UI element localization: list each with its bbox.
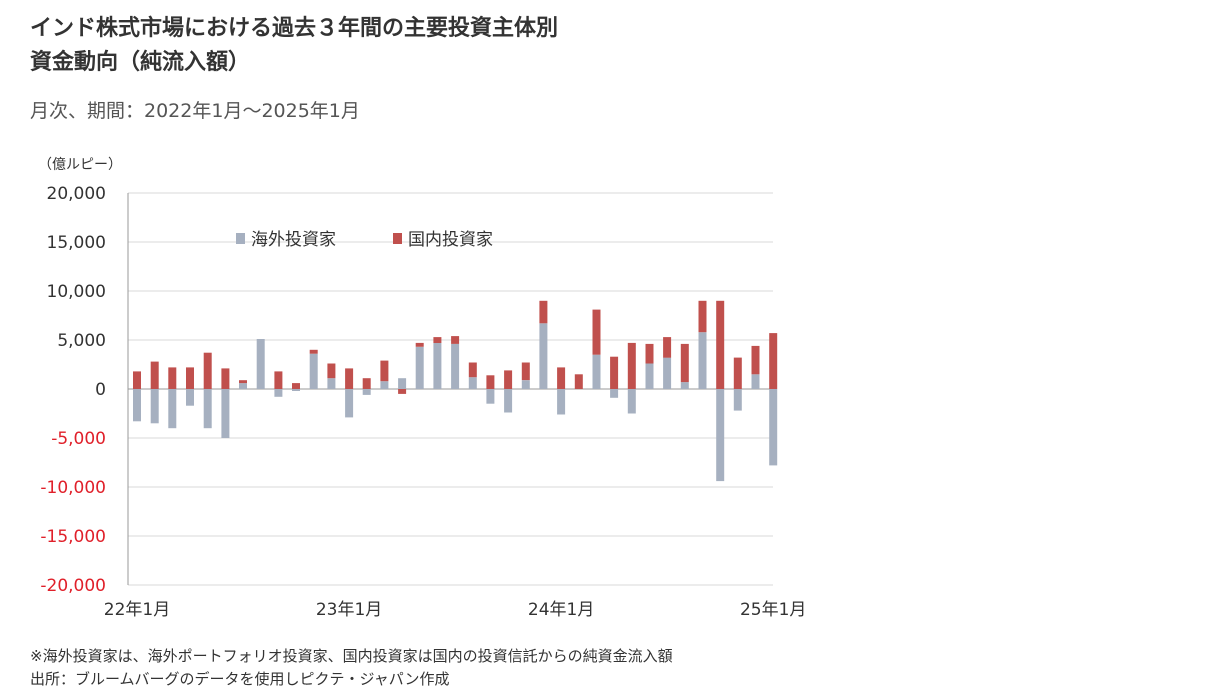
bar-domestic <box>292 383 300 389</box>
bar-domestic <box>203 352 212 389</box>
bar-domestic <box>769 333 778 389</box>
y-tick-label: -5,000 <box>51 429 106 449</box>
bar-domestic <box>468 362 477 378</box>
legend-label-foreign: 海外投資家 <box>251 230 336 250</box>
bar-domestic <box>345 368 354 389</box>
bar-foreign <box>451 343 460 389</box>
bar-foreign <box>592 354 601 389</box>
x-tick-label: 23年1月 <box>316 600 382 620</box>
title-line-2: 資金動向（純流入額） <box>30 50 251 75</box>
y-tick-label: 15,000 <box>47 233 106 253</box>
bar-domestic <box>362 378 371 389</box>
bar-foreign <box>610 389 619 398</box>
bar-domestic <box>627 342 636 389</box>
bar-foreign <box>521 380 530 389</box>
chart-title: インド株式市場における過去３年間の主要投資主体別 資金動向（純流入額） <box>30 12 558 80</box>
y-tick-label: -20,000 <box>40 576 106 596</box>
bar-domestic <box>415 342 424 347</box>
bar-foreign <box>309 353 318 389</box>
x-tick-label: 25年1月 <box>740 600 806 620</box>
bar-domestic <box>451 336 460 344</box>
bar-foreign <box>327 378 336 389</box>
bar-foreign <box>645 363 654 389</box>
bar-foreign <box>733 389 742 411</box>
bar-domestic <box>521 362 530 381</box>
legend-label-domestic: 国内投資家 <box>408 230 493 250</box>
bar-foreign <box>292 389 300 391</box>
bar-foreign <box>256 339 265 389</box>
x-tick-label: 24年1月 <box>528 600 594 620</box>
bar-foreign <box>345 389 354 418</box>
footnote-note: ※海外投資家は、海外ポートフォリオ投資家、国内投資家は国内の投資信託からの純資金… <box>30 647 673 665</box>
x-tick-label: 22年1月 <box>104 600 170 620</box>
bar-domestic <box>716 300 725 389</box>
bar-foreign <box>362 389 371 395</box>
bar-domestic <box>309 349 318 354</box>
bar-foreign <box>150 389 159 424</box>
bar-foreign <box>274 389 283 397</box>
bar-foreign <box>751 374 760 389</box>
bar-foreign <box>203 389 212 429</box>
y-tick-label: 5,000 <box>57 331 106 351</box>
y-tick-label: -15,000 <box>40 527 106 547</box>
bar-domestic <box>186 367 194 389</box>
y-tick-label: 10,000 <box>47 282 106 302</box>
bar-domestic <box>398 389 407 394</box>
chart-subtitle: 月次、期間：2022年1月～2025年1月 <box>30 100 360 122</box>
legend-swatch-foreign <box>236 233 245 244</box>
bar-foreign <box>680 382 689 389</box>
bar-foreign <box>716 389 725 482</box>
title-line-1: インド株式市場における過去３年間の主要投資主体別 <box>30 16 559 41</box>
bar-domestic <box>433 337 442 343</box>
bar-domestic <box>168 367 177 389</box>
bar-foreign <box>627 389 636 414</box>
bar-domestic <box>133 371 141 389</box>
bar-foreign <box>133 389 141 422</box>
bar-foreign <box>239 383 247 389</box>
bar-domestic <box>557 367 566 389</box>
footnote-source: 出所：ブルームバーグのデータを使用しピクテ・ジャパン作成 <box>30 670 450 688</box>
bar-domestic <box>751 345 760 375</box>
bar-domestic <box>504 370 513 389</box>
y-tick-label: 0 <box>95 380 106 400</box>
bar-domestic <box>574 374 583 389</box>
bar-domestic <box>380 360 389 382</box>
bar-foreign <box>415 346 424 389</box>
y-tick-label: -10,000 <box>40 478 106 498</box>
bar-domestic <box>274 371 283 389</box>
bar-domestic <box>610 356 619 389</box>
bar-foreign <box>433 342 442 389</box>
bar-domestic <box>592 309 601 355</box>
bar-foreign <box>663 357 672 389</box>
bar-foreign <box>221 389 230 438</box>
bar-foreign <box>486 389 495 404</box>
bar-foreign <box>186 389 194 406</box>
bar-domestic <box>645 343 654 364</box>
bar-domestic <box>698 300 707 333</box>
stacked-bar-chart: 20,000 15,000 10,000 5,000 0 -5,000 -10,000 -15… <box>40 184 806 620</box>
bar-foreign <box>539 323 548 389</box>
bar-foreign <box>468 377 477 389</box>
legend-swatch-domestic <box>393 233 402 244</box>
bar-domestic <box>150 361 159 389</box>
bar-domestic <box>663 337 672 358</box>
bar-domestic <box>239 380 247 384</box>
bar-foreign <box>398 378 407 389</box>
bar-domestic <box>680 343 689 383</box>
bar-foreign <box>380 381 389 389</box>
y-tick-label: 20,000 <box>47 184 106 204</box>
bar-foreign <box>557 389 566 415</box>
bar-foreign <box>769 389 778 466</box>
bar-domestic <box>327 363 336 379</box>
bar-domestic <box>733 357 742 389</box>
bar-domestic <box>221 368 230 389</box>
bar-foreign <box>698 332 707 389</box>
bar-domestic <box>539 300 548 324</box>
y-axis-unit-label: （億ルピー） <box>38 157 122 173</box>
bar-foreign <box>504 389 513 413</box>
bar-foreign <box>168 389 177 429</box>
bar-domestic <box>486 375 495 389</box>
